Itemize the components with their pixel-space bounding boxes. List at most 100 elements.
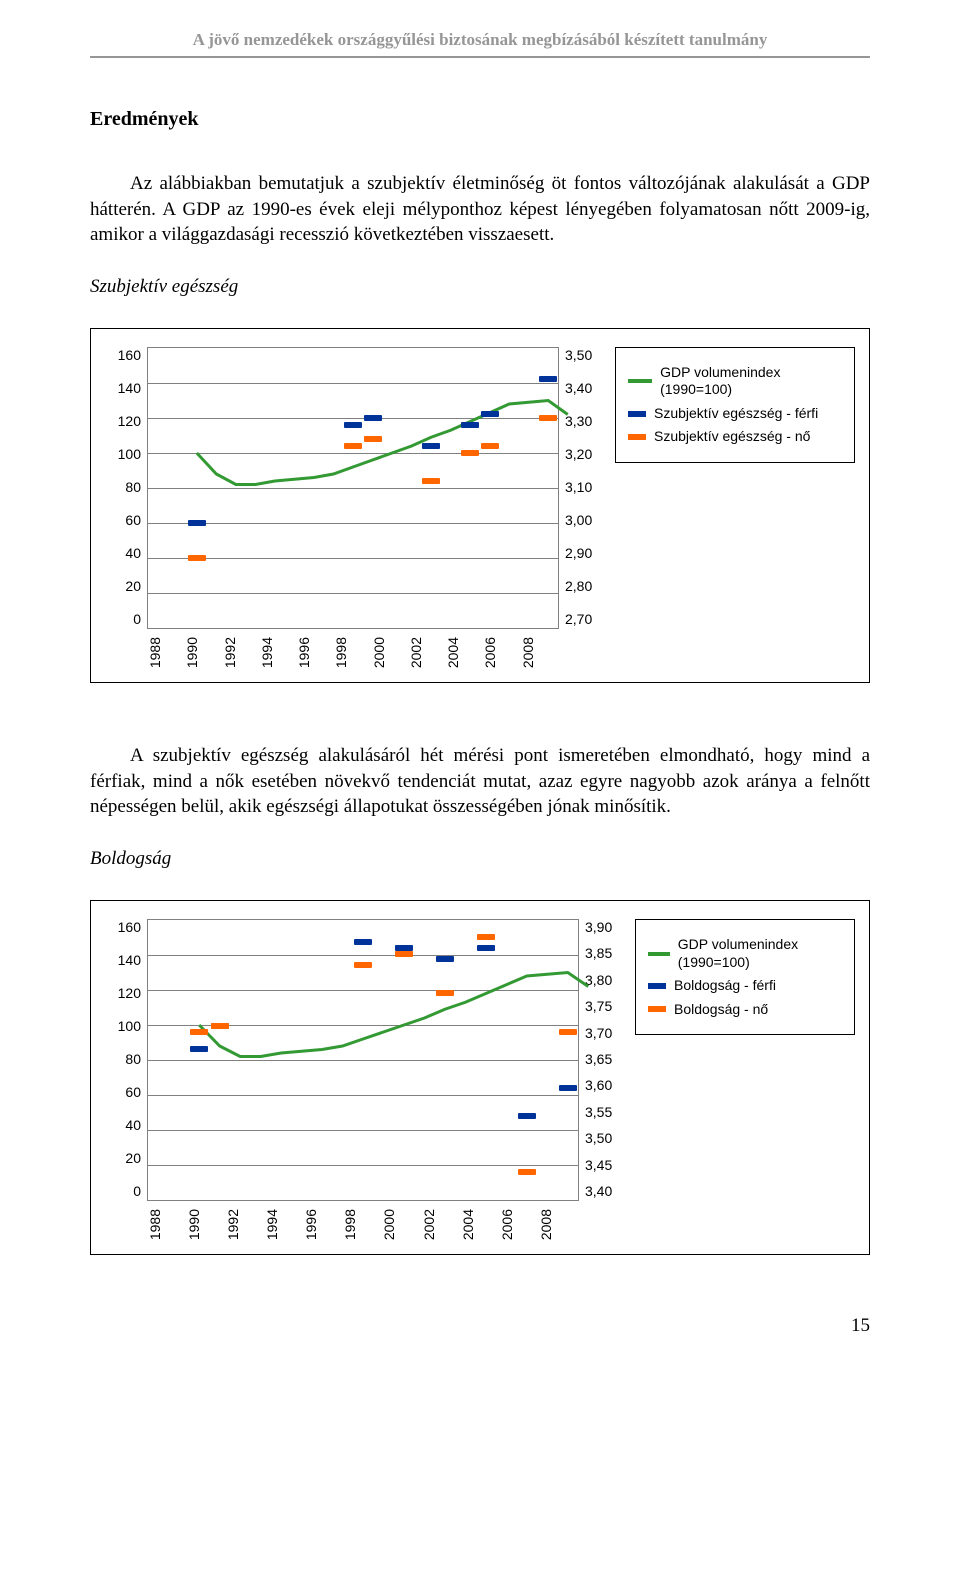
- marker-female: [559, 1029, 577, 1035]
- chart2-plot-wrap: 160140120100806040200 3,903,853,803,753,…: [105, 919, 625, 1240]
- marker-female: [190, 1029, 208, 1035]
- swatch-male: [648, 983, 666, 989]
- chart1-plot-row: 160140120100806040200 3,503,403,303,203,…: [105, 347, 605, 629]
- y-left-tick: 60: [125, 1084, 141, 1100]
- y-right-tick: 3,30: [565, 413, 592, 429]
- y-right-tick: 3,40: [565, 380, 592, 396]
- y-right-tick: 3,10: [565, 479, 592, 495]
- marker-male: [559, 1085, 577, 1091]
- chart1-y-axis-right: 3,503,403,303,203,103,002,902,802,70: [559, 347, 605, 627]
- y-right-tick: 3,90: [585, 919, 612, 935]
- marker-female: [395, 951, 413, 957]
- y-left-tick: 80: [125, 479, 141, 495]
- marker-female: [481, 443, 499, 449]
- x-tick: 1998: [342, 1209, 381, 1240]
- y-left-tick: 140: [118, 380, 141, 396]
- y-right-tick: 3,55: [585, 1104, 612, 1120]
- chart-boldogsag: 160140120100806040200 3,903,853,803,753,…: [90, 900, 870, 1255]
- marker-male: [481, 411, 499, 417]
- y-left-tick: 140: [118, 952, 141, 968]
- chart1-plot-wrap: 160140120100806040200 3,503,403,303,203,…: [105, 347, 605, 668]
- legend-label-female: Boldogság - nő: [674, 1001, 768, 1019]
- y-right-tick: 3,60: [585, 1077, 612, 1093]
- paragraph-1: Az alábbiakban bemutatjuk a szubjektív é…: [90, 171, 870, 248]
- x-tick: 1994: [259, 637, 296, 668]
- x-tick: 1992: [222, 637, 259, 668]
- marker-male: [461, 422, 479, 428]
- marker-female: [344, 443, 362, 449]
- gdp-line: [148, 348, 558, 628]
- swatch-female: [628, 434, 646, 440]
- marker-female: [477, 934, 495, 940]
- swatch-female: [648, 1006, 666, 1012]
- y-right-tick: 2,80: [565, 578, 592, 594]
- y-right-tick: 3,65: [585, 1051, 612, 1067]
- y-left-tick: 120: [118, 985, 141, 1001]
- y-left-tick: 160: [118, 919, 141, 935]
- chart-szubjektiv-egeszseg: 160140120100806040200 3,503,403,303,203,…: [90, 328, 870, 683]
- y-right-tick: 3,50: [585, 1130, 612, 1146]
- y-left-tick: 80: [125, 1051, 141, 1067]
- y-right-tick: 3,70: [585, 1025, 612, 1041]
- y-left-tick: 20: [125, 578, 141, 594]
- y-right-tick: 3,00: [565, 512, 592, 528]
- chart2-y-axis-right: 3,903,853,803,753,703,653,603,553,503,45…: [579, 919, 625, 1199]
- header-text: A jövő nemzedékek országgyűlési biztosán…: [90, 30, 870, 50]
- marker-male: [344, 422, 362, 428]
- marker-male: [188, 520, 206, 526]
- swatch-gdp: [648, 952, 670, 956]
- page-number: 15: [90, 1315, 870, 1337]
- y-left-tick: 160: [118, 347, 141, 363]
- marker-female: [354, 962, 372, 968]
- marker-male: [539, 376, 557, 382]
- x-tick: 1996: [296, 637, 333, 668]
- paragraph-2: A szubjektív egészség alakulásáról hét m…: [90, 743, 870, 820]
- x-tick: 2008: [520, 637, 557, 668]
- y-left-tick: 40: [125, 1117, 141, 1133]
- x-tick: 2002: [421, 1209, 460, 1240]
- x-tick: 2008: [538, 1209, 577, 1240]
- y-left-tick: 0: [133, 1183, 141, 1199]
- x-tick: 1992: [225, 1209, 264, 1240]
- x-tick: 2002: [408, 637, 445, 668]
- y-right-tick: 2,70: [565, 611, 592, 627]
- legend-item-gdp: GDP volumenindex (1990=100): [628, 364, 842, 399]
- y-left-tick: 100: [118, 1018, 141, 1034]
- chart1-legend: GDP volumenindex (1990=100) Szubjektív e…: [615, 347, 855, 463]
- header-rule: [90, 56, 870, 58]
- y-right-tick: 3,40: [585, 1183, 612, 1199]
- x-tick: 1998: [333, 637, 370, 668]
- y-left-tick: 120: [118, 413, 141, 429]
- x-tick: 2004: [460, 1209, 499, 1240]
- marker-male: [518, 1113, 536, 1119]
- legend-label-male: Szubjektív egészség - férfi: [654, 405, 818, 423]
- marker-male: [436, 956, 454, 962]
- y-right-tick: 3,80: [585, 972, 612, 988]
- chart2-plot-area: [147, 919, 579, 1201]
- chart2-plot-row: 160140120100806040200 3,903,853,803,753,…: [105, 919, 625, 1201]
- x-tick: 1988: [147, 637, 184, 668]
- marker-female: [539, 415, 557, 421]
- x-tick: 1990: [186, 1209, 225, 1240]
- swatch-gdp: [628, 379, 652, 383]
- y-right-tick: 3,50: [565, 347, 592, 363]
- marker-female: [461, 450, 479, 456]
- x-tick: 2000: [381, 1209, 420, 1240]
- y-right-tick: 3,75: [585, 998, 612, 1014]
- x-tick: 1988: [147, 1209, 186, 1240]
- y-right-tick: 3,20: [565, 446, 592, 462]
- marker-female: [436, 990, 454, 996]
- marker-male: [364, 415, 382, 421]
- marker-female: [518, 1169, 536, 1175]
- legend-item-female: Szubjektív egészség - nő: [628, 428, 842, 446]
- chart2-legend: GDP volumenindex (1990=100) Boldogság - …: [635, 919, 855, 1035]
- marker-male: [422, 443, 440, 449]
- x-tick: 2004: [445, 637, 482, 668]
- marker-female: [364, 436, 382, 442]
- y-left-tick: 60: [125, 512, 141, 528]
- marker-female: [422, 478, 440, 484]
- legend-item-gdp: GDP volumenindex (1990=100): [648, 936, 842, 971]
- legend-item-male: Boldogság - férfi: [648, 977, 842, 995]
- legend-label-gdp: GDP volumenindex (1990=100): [678, 936, 842, 971]
- chart1-plot-area: [147, 347, 559, 629]
